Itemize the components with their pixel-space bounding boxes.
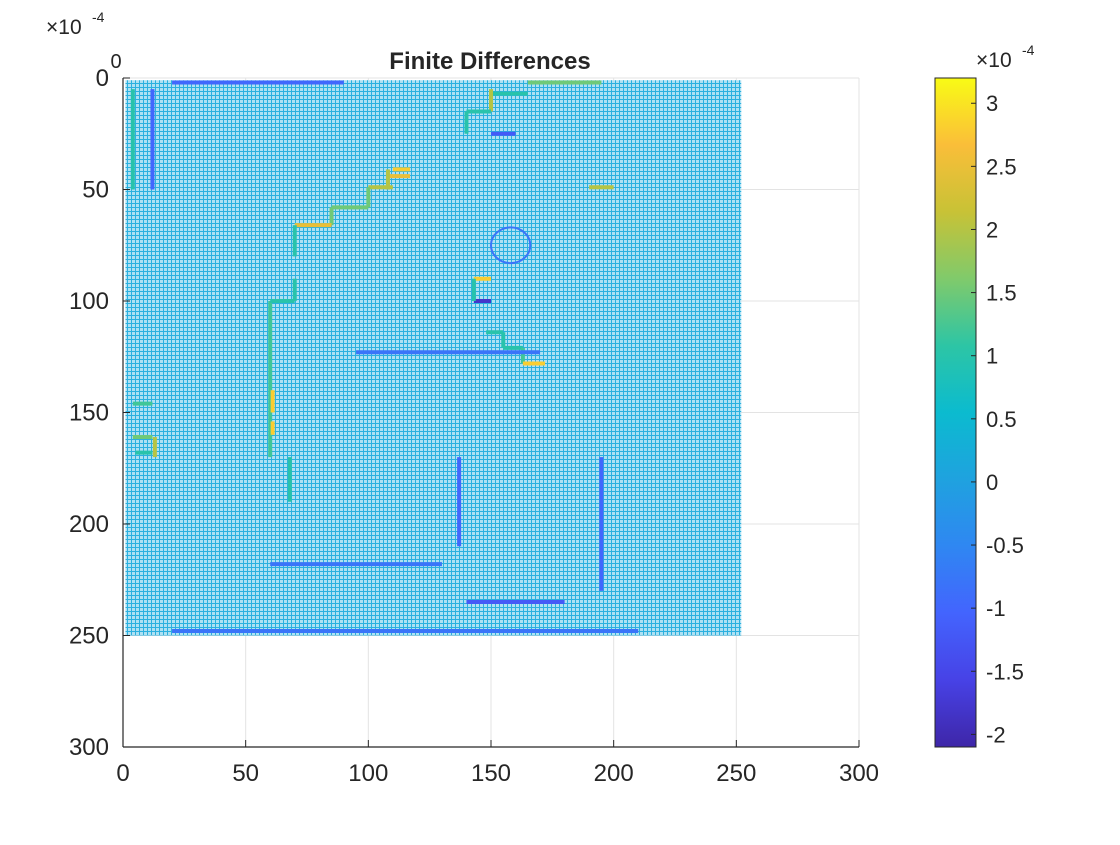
x-tick-label: 100	[348, 760, 388, 787]
colorbar-tick-label: 2	[986, 217, 998, 242]
colorbar-tick-label: 2.5	[986, 154, 1017, 179]
x-tick-label: 0	[116, 760, 129, 787]
colorbar-exponent-base: ×10	[976, 49, 1012, 72]
colorbar-tick-label: 1.5	[986, 281, 1017, 306]
axes: 0 50 100 150 200 250 300 0 50 100 150 200 250 300	[69, 65, 879, 787]
x-tick-label: 250	[716, 760, 756, 787]
x-tick-label: 300	[839, 760, 879, 787]
colorbar-tick-label: 1	[986, 344, 998, 369]
y-tick-label: 100	[69, 288, 109, 315]
y-tick-label: 250	[69, 623, 109, 650]
colorbar-tick-label: -2	[986, 722, 1006, 747]
colorbar-tick-label: -0.5	[986, 533, 1024, 558]
heatmap-feature	[490, 226, 532, 265]
colorbar-gradient	[934, 77, 977, 748]
y-tick-label: 150	[69, 400, 109, 427]
heatmap-field	[125, 80, 742, 636]
heatmap-cells	[125, 80, 742, 636]
y-tick-label: 50	[82, 177, 109, 204]
chart-title: Finite Differences	[389, 48, 590, 75]
colorbar-exponent-label: ×10 -4	[976, 42, 1035, 72]
extra-tick-label: 0	[110, 51, 121, 73]
heatmap-field-tint	[125, 80, 742, 636]
y-tick-label: 200	[69, 511, 109, 538]
colorbar-tick-label: 3	[986, 91, 998, 116]
x-tick-label: 50	[232, 760, 259, 787]
x-tick-label: 150	[471, 760, 511, 787]
colorbar-tick-label: 0.5	[986, 407, 1017, 432]
y-tick-label: 300	[69, 734, 109, 761]
axis-exponent-power: -4	[92, 9, 105, 25]
colorbar-tick-label: -1	[986, 596, 1006, 621]
colorbar-tick-label: -1.5	[986, 659, 1024, 684]
axis-exponent-label: ×10 -4	[46, 9, 105, 39]
x-tick-label: 200	[594, 760, 634, 787]
axis-exponent-base: ×10	[46, 16, 82, 39]
colorbar: -2 -1.5 -1 -0.5 0 0.5 1 1.5 2 2.5 3	[934, 77, 1024, 748]
y-tick-label: 0	[96, 65, 109, 92]
colorbar-exponent-power: -4	[1022, 42, 1035, 58]
colorbar-tick-label: 0	[986, 470, 998, 495]
